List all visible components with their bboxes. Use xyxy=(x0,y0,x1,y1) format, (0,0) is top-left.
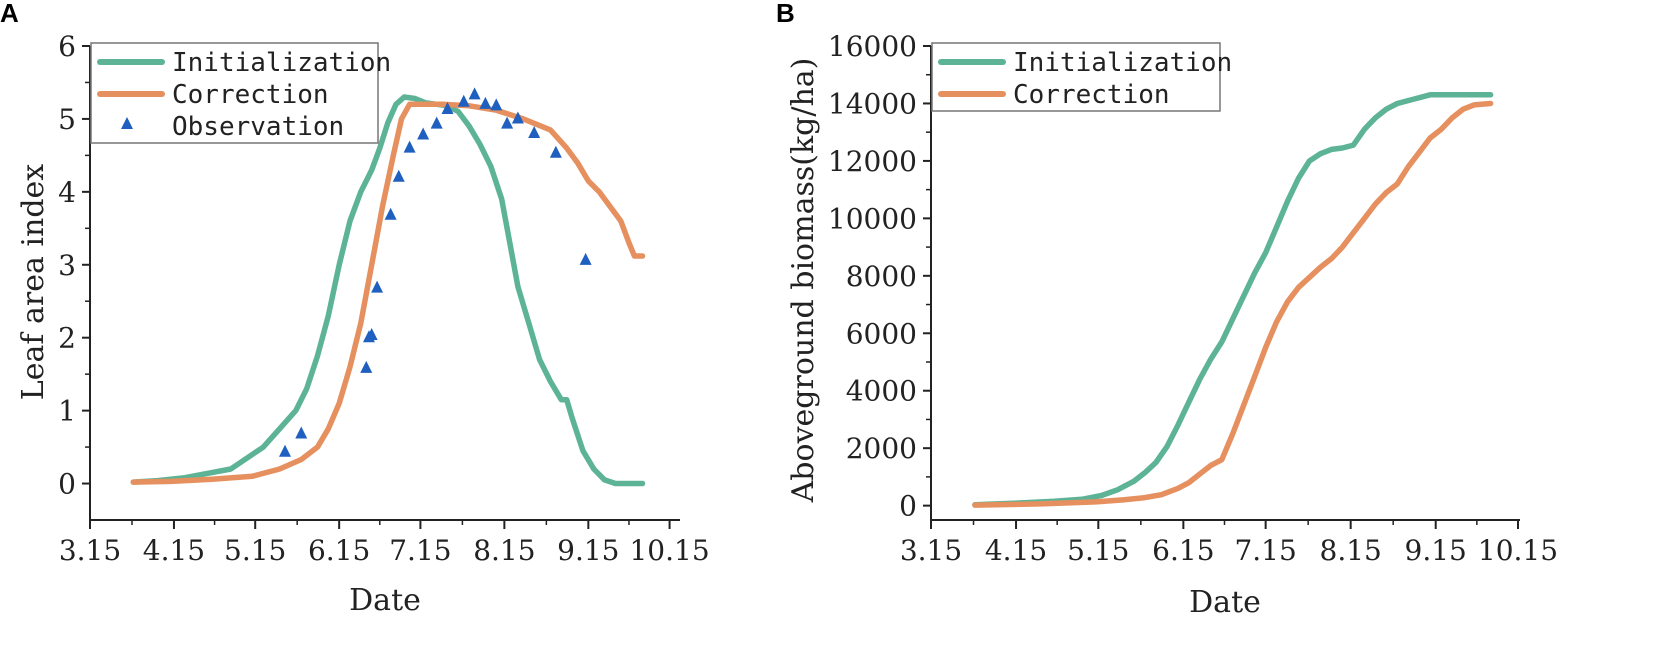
panel-a-observation-point xyxy=(365,328,378,341)
panel-b-y-tick-label: 6000 xyxy=(846,317,917,350)
panel-a-x-tick-label: 10.15 xyxy=(629,534,709,567)
panel-a-x-tick-label: 8.15 xyxy=(473,534,535,567)
panel-a-legend-marker-observation xyxy=(121,117,133,129)
panel-b-y-axis-title: Aboveground biomass(kg/ha) xyxy=(786,58,821,504)
panel-a-observation-point xyxy=(490,98,503,111)
panel-b-x-axis-title: Date xyxy=(1189,585,1261,620)
panel-b-y-tick-label: 0 xyxy=(899,490,917,523)
panel-a-y-tick-label: 5 xyxy=(58,103,76,136)
panel-b-y-tick-label: 12000 xyxy=(828,145,917,178)
panel-a-observation-point xyxy=(279,444,291,457)
panel-a-x-axis-title: Date xyxy=(349,583,421,618)
panel-label-a: A xyxy=(0,0,19,28)
panel-a-observation-point xyxy=(549,145,562,158)
panel-a-observation-point xyxy=(528,126,541,139)
panel-b-y-tick-label: 4000 xyxy=(846,375,917,408)
panel-a-series-initialization xyxy=(130,94,646,487)
panel-b-series-correction xyxy=(972,100,1494,508)
panel-b-x-tick-label: 10.15 xyxy=(1478,534,1558,567)
panel-b-y-tick-label: 8000 xyxy=(846,260,917,293)
panel-a-observation-point xyxy=(457,94,470,107)
panel-b-x-tick-label: 6.15 xyxy=(1152,534,1214,567)
panel-b-y-tick-label: 14000 xyxy=(828,87,917,120)
panel-a-observation-point xyxy=(441,101,454,114)
panel-a-observation-point xyxy=(417,127,430,140)
panel-a-observation-point xyxy=(430,116,443,129)
panel-b-legend-frame xyxy=(931,42,1221,112)
panel-b-series-initialization xyxy=(972,92,1494,508)
panel-b-y-tick-label: 2000 xyxy=(846,432,917,465)
panel-a-x-tick-label: 3.15 xyxy=(59,534,121,567)
panel-a-y-axis-title: Leaf area index xyxy=(16,164,51,400)
panel-a-x-tick-label: 5.15 xyxy=(224,534,286,567)
panel-b-y-tick-label: 16000 xyxy=(828,30,917,63)
panel-b-x-tick-label: 5.15 xyxy=(1067,534,1129,567)
panel-a-observation-point xyxy=(479,96,492,109)
panel-a: A 0 1 2 3 4 5 6 3.15 4.15 5.15 6.15 7.15 8.15 9.15 10… xyxy=(0,0,710,618)
panel-a-y-tick-label: 1 xyxy=(58,395,76,428)
panel-b-legend-label-correction: Correction xyxy=(1013,80,1170,110)
panel-a-y-tick-label: 2 xyxy=(58,322,76,355)
panel-a-legend: Initialization Correction Observation xyxy=(90,42,391,144)
panel-a-observation-point xyxy=(295,426,308,439)
panel-a-observation-point xyxy=(360,360,373,373)
panel-a-x-tick-label: 9.15 xyxy=(557,534,619,567)
panel-a-legend-label-initialization: Initialization xyxy=(172,48,391,78)
panel-a-observation-point xyxy=(384,207,397,220)
panel-b-legend-label-initialization: Initialization xyxy=(1013,48,1232,78)
panel-a-legend-label-observation: Observation xyxy=(172,112,344,142)
panel-a-y-tick-label: 0 xyxy=(58,468,76,501)
panel-a-y-tick-label: 3 xyxy=(58,249,76,282)
panel-a-observation-point xyxy=(511,111,524,124)
panel-a-x-tick-label: 7.15 xyxy=(389,534,451,567)
panel-a-x-tick-label: 6.15 xyxy=(308,534,370,567)
panel-b-legend: Initialization Correction xyxy=(931,42,1232,112)
panel-a-observation-point xyxy=(392,169,405,182)
panel-b-x-tick-label: 7.15 xyxy=(1234,534,1296,567)
panel-a-series-correction xyxy=(130,101,646,485)
panel-label-b: B xyxy=(776,0,795,28)
panel-b-y-tick-label: 10000 xyxy=(828,202,917,235)
panel-a-observation-point xyxy=(579,252,592,265)
panel-a-x-tick-label: 4.15 xyxy=(143,534,205,567)
panel-b-x-tick-label: 3.15 xyxy=(900,534,962,567)
panel-a-y-tick-label: 6 xyxy=(58,30,76,63)
panel-b-x-tick-label: 4.15 xyxy=(985,534,1047,567)
panel-b-x-tick-label: 8.15 xyxy=(1320,534,1382,567)
panel-a-legend-label-correction: Correction xyxy=(172,80,329,110)
panel-a-y-tick-label: 4 xyxy=(58,176,76,209)
panel-b: B 0200040006000800010000120001400016000 … xyxy=(776,0,1558,620)
panel-a-observation-point xyxy=(403,140,416,153)
panel-b-x-tick-label: 9.15 xyxy=(1405,534,1467,567)
panel-a-observation-point xyxy=(468,87,481,100)
panel-a-observation-point xyxy=(371,280,384,293)
panel-a-observation-point xyxy=(501,116,514,129)
